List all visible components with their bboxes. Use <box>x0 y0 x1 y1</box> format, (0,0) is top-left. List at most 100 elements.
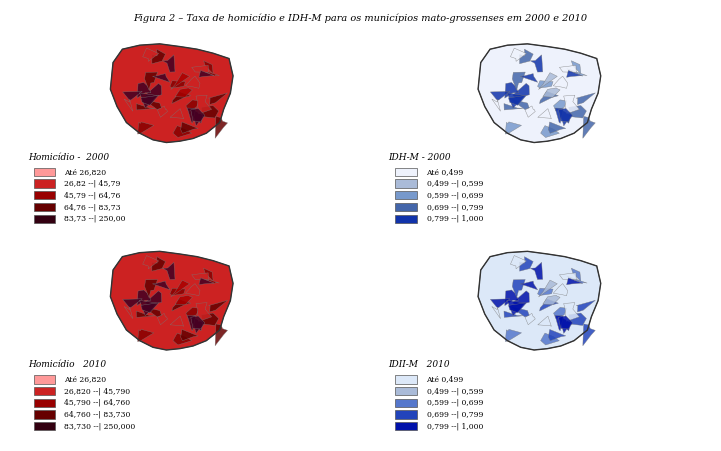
Polygon shape <box>175 295 193 305</box>
Polygon shape <box>199 70 214 77</box>
Polygon shape <box>549 329 566 341</box>
Polygon shape <box>172 92 191 104</box>
Polygon shape <box>513 83 529 98</box>
Polygon shape <box>505 83 518 98</box>
Text: Homicídio -  2000: Homicídio - 2000 <box>27 153 109 162</box>
Text: Figura 2 – Taxa de homicídio e IDH-M para os municípios mato-grossenses em 2000 : Figura 2 – Taxa de homicídio e IDH-M par… <box>133 14 588 23</box>
Polygon shape <box>196 303 212 322</box>
Polygon shape <box>144 307 162 317</box>
Text: Até 26,820: Até 26,820 <box>64 168 106 176</box>
Polygon shape <box>191 316 205 329</box>
Text: IDH-M - 2000: IDH-M - 2000 <box>389 153 451 162</box>
Polygon shape <box>170 288 185 295</box>
FancyBboxPatch shape <box>34 168 55 176</box>
Polygon shape <box>186 307 199 318</box>
Polygon shape <box>170 316 184 327</box>
FancyBboxPatch shape <box>395 399 417 407</box>
Polygon shape <box>564 303 580 322</box>
Polygon shape <box>505 329 521 341</box>
Polygon shape <box>520 74 538 83</box>
Polygon shape <box>171 280 190 297</box>
Polygon shape <box>203 268 213 281</box>
Polygon shape <box>144 280 158 298</box>
Polygon shape <box>138 329 154 341</box>
Polygon shape <box>559 316 572 329</box>
Polygon shape <box>141 95 159 105</box>
FancyBboxPatch shape <box>395 410 417 419</box>
Polygon shape <box>539 280 557 297</box>
Polygon shape <box>538 109 552 119</box>
Polygon shape <box>215 324 228 346</box>
Polygon shape <box>123 91 142 100</box>
Polygon shape <box>549 122 566 133</box>
Polygon shape <box>538 288 553 295</box>
Polygon shape <box>152 281 170 290</box>
FancyBboxPatch shape <box>395 422 417 430</box>
Polygon shape <box>520 281 538 290</box>
FancyBboxPatch shape <box>395 203 417 211</box>
Polygon shape <box>110 44 233 143</box>
Polygon shape <box>539 73 557 89</box>
Text: 45,79 --| 64,76: 45,79 --| 64,76 <box>64 191 120 199</box>
Polygon shape <box>569 106 586 118</box>
Polygon shape <box>144 72 158 90</box>
Text: 0,499 --| 0,599: 0,499 --| 0,599 <box>427 179 483 188</box>
Polygon shape <box>508 303 526 313</box>
Polygon shape <box>538 81 553 88</box>
Polygon shape <box>138 122 154 134</box>
Polygon shape <box>539 92 559 104</box>
Polygon shape <box>136 311 155 318</box>
Polygon shape <box>490 299 510 308</box>
Polygon shape <box>555 315 563 331</box>
Polygon shape <box>137 290 151 306</box>
FancyBboxPatch shape <box>34 399 55 407</box>
FancyBboxPatch shape <box>34 203 55 211</box>
Polygon shape <box>201 106 218 118</box>
Polygon shape <box>541 333 559 345</box>
Text: 83,73 --| 250,00: 83,73 --| 250,00 <box>64 215 125 223</box>
Polygon shape <box>144 100 162 110</box>
Polygon shape <box>170 109 184 119</box>
Polygon shape <box>478 251 601 350</box>
Polygon shape <box>564 95 580 114</box>
Polygon shape <box>186 100 199 111</box>
Polygon shape <box>505 122 521 134</box>
Polygon shape <box>124 306 133 319</box>
Polygon shape <box>208 300 228 312</box>
Polygon shape <box>163 55 175 72</box>
Polygon shape <box>571 61 581 74</box>
Polygon shape <box>567 276 587 284</box>
Polygon shape <box>203 61 213 74</box>
Text: Homicídio   2010: Homicídio 2010 <box>27 360 106 369</box>
Polygon shape <box>504 104 523 110</box>
Polygon shape <box>152 257 166 271</box>
Polygon shape <box>559 273 576 280</box>
Polygon shape <box>192 109 203 126</box>
Polygon shape <box>559 316 570 333</box>
Polygon shape <box>505 290 518 306</box>
Polygon shape <box>191 109 205 121</box>
Polygon shape <box>583 116 596 138</box>
Polygon shape <box>567 278 582 285</box>
Polygon shape <box>507 300 525 316</box>
Polygon shape <box>157 106 167 117</box>
Polygon shape <box>172 299 191 311</box>
Polygon shape <box>554 307 567 318</box>
Text: 0,599 --| 0,699: 0,599 --| 0,699 <box>427 399 483 407</box>
Polygon shape <box>110 251 233 350</box>
Polygon shape <box>192 316 203 333</box>
Polygon shape <box>567 70 582 77</box>
Text: Até 0,499: Até 0,499 <box>427 168 464 176</box>
Polygon shape <box>520 49 534 64</box>
Text: 45,790 --| 64,760: 45,790 --| 64,760 <box>64 399 131 407</box>
Text: Até 26,820: Até 26,820 <box>64 375 106 383</box>
Polygon shape <box>173 333 192 345</box>
Polygon shape <box>136 104 155 110</box>
Polygon shape <box>525 313 535 325</box>
Polygon shape <box>139 93 157 108</box>
Polygon shape <box>520 257 534 271</box>
Polygon shape <box>538 316 552 327</box>
FancyBboxPatch shape <box>395 375 417 384</box>
Polygon shape <box>143 256 159 269</box>
Polygon shape <box>555 108 563 123</box>
